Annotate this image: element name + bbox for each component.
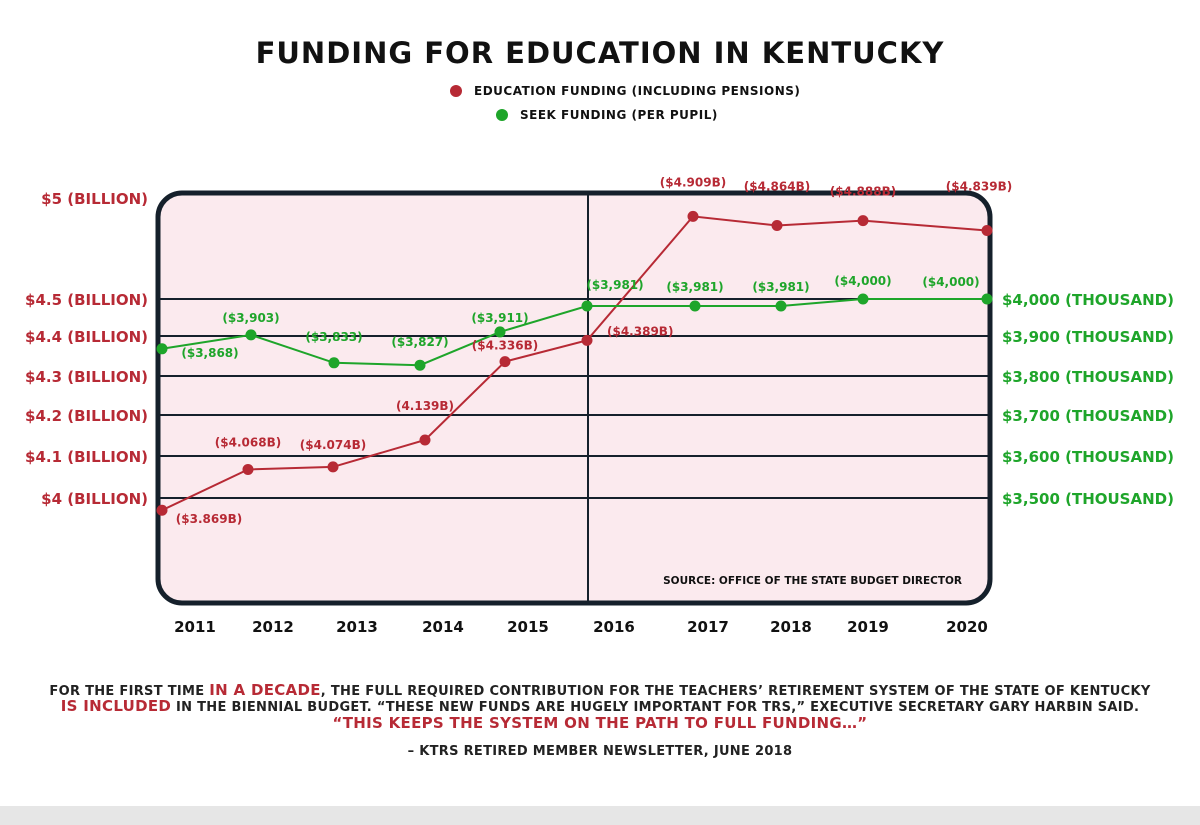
series-labels: ($3.869B) ($4.068B) ($4.074B) (4.139B) ($4.3…	[176, 175, 1012, 526]
chart-title: FUNDING FOR EDUCATION IN KENTUCKY	[255, 36, 945, 70]
left-axis-tick-label: $5 (BILLION)	[41, 190, 148, 208]
x-axis-tick-label: 2017	[687, 618, 729, 636]
series-lines	[161, 215, 988, 512]
x-axis-tick-label: 2019	[847, 618, 889, 636]
series-points	[156, 210, 993, 516]
seek-funding-data-label: ($3,981)	[586, 278, 643, 292]
education-funding-point	[771, 219, 783, 231]
seek-funding-data-label: ($4,000)	[922, 275, 979, 289]
left-axis-tick-label: $4.3 (BILLION)	[25, 368, 148, 386]
legend-item-education: EDUCATION FUNDING (INCLUDING PENSIONS)	[450, 84, 800, 98]
seek-funding-point	[414, 359, 426, 371]
seek-funding-data-label: ($3,981)	[752, 280, 809, 294]
seek-funding-data-label: ($3,911)	[471, 311, 528, 325]
education-funding-point	[581, 334, 593, 346]
education-funding-point	[156, 504, 168, 516]
x-axis-tick-label: 2018	[770, 618, 812, 636]
seek-funding-data-label: ($3,827)	[391, 335, 448, 349]
quote-line2-post: IN THE BIENNIAL BUDGET. “THESE NEW FUNDS…	[171, 700, 1140, 715]
right-axis-tick-label: $4,000 (THOUSAND)	[1002, 291, 1174, 309]
right-axis-tick-label: $3,600 (THOUSAND)	[1002, 448, 1174, 466]
seek-funding-point	[245, 329, 257, 341]
seek-funding-data-label: ($3,868)	[181, 346, 238, 360]
quote-line1-accent: IN A DECADE	[209, 681, 321, 699]
education-funding-point	[981, 225, 993, 237]
left-axis-tick-label: $4.1 (BILLION)	[25, 448, 148, 466]
legend-green-dot-icon	[496, 109, 508, 121]
education-funding-data-label: ($4.336B)	[472, 339, 538, 353]
legend-label-seek: SEEK FUNDING (PER PUPIL)	[520, 108, 718, 122]
education-funding-data-label: ($4.839B)	[946, 180, 1012, 194]
quote-line1-pre: FOR THE FIRST TIME	[49, 684, 210, 699]
seek-funding-point	[775, 300, 787, 312]
left-axis-tick-label: $4 (BILLION)	[41, 490, 148, 508]
x-axis-tick-label: 2015	[507, 618, 549, 636]
seek-funding-data-label: ($4,000)	[834, 274, 891, 288]
plot-frame	[155, 190, 993, 606]
education-funding-data-label: ($4.909B)	[660, 175, 726, 189]
education-funding-point	[327, 461, 339, 473]
education-funding-point	[857, 215, 869, 227]
x-axis-tick-label: 2013	[336, 618, 378, 636]
quote-line-2: IS INCLUDED IN THE BIENNIAL BUDGET. “THE…	[0, 697, 1200, 715]
seek-funding-point	[689, 300, 701, 312]
seek-funding-point	[857, 293, 869, 305]
right-axis-tick-label: $3,700 (THOUSAND)	[1002, 407, 1174, 425]
left-axis-ticks: $5 (BILLION) $4.5 (BILLION) $4.4 (BILLION)…	[25, 190, 148, 508]
education-funding-point	[419, 434, 431, 446]
seek-funding-data-label: ($3,981)	[666, 280, 723, 294]
seek-funding-point	[328, 357, 340, 369]
seek-funding-data-label: ($3,833)	[305, 330, 362, 344]
education-funding-data-label: ($4.389B)	[607, 324, 673, 338]
seek-funding-point	[494, 326, 506, 338]
quote-line1-post: , THE FULL REQUIRED CONTRIBUTION FOR THE…	[320, 684, 1151, 699]
legend-label-education: EDUCATION FUNDING (INCLUDING PENSIONS)	[474, 84, 801, 98]
left-axis-tick-label: $4.5 (BILLION)	[25, 291, 148, 309]
education-funding-point	[499, 356, 511, 368]
right-axis-tick-label: $3,800 (THOUSAND)	[1002, 368, 1174, 386]
legend-red-dot-icon	[450, 85, 462, 97]
left-axis-tick-label: $4.2 (BILLION)	[25, 407, 148, 425]
x-axis-tick-label: 2012	[252, 618, 294, 636]
footer-bar	[0, 806, 1200, 825]
education-funding-line	[161, 215, 988, 512]
quote-attribution: – KTRS RETIRED MEMBER NEWSLETTER, JUNE 2…	[407, 744, 793, 759]
seek-funding-point	[981, 293, 993, 305]
seek-funding-point	[156, 343, 168, 355]
education-funding-data-label: ($3.869B)	[176, 512, 242, 526]
seek-funding-data-label: ($3,903)	[222, 311, 279, 325]
x-axis-tick-label: 2016	[593, 618, 635, 636]
education-funding-point	[687, 210, 699, 222]
legend-item-seek: SEEK FUNDING (PER PUPIL)	[496, 108, 718, 122]
quote-line-1: FOR THE FIRST TIME IN A DECADE, THE FULL…	[0, 681, 1200, 699]
quote-line-3: “THIS KEEPS THE SYSTEM ON THE PATH TO FU…	[332, 714, 868, 732]
x-axis-tick-label: 2014	[422, 618, 464, 636]
seek-funding-point	[581, 300, 593, 312]
left-axis-tick-label: $4.4 (BILLION)	[25, 328, 148, 346]
education-funding-data-label: ($4.068B)	[215, 435, 281, 449]
x-axis-ticks: 2011 2012 2013 2014 2015 2016 2017 2018 2019 2020	[174, 618, 988, 636]
chart-area: $5 (BILLION) $4.5 (BILLION) $4.4 (BILLION)…	[25, 175, 1174, 636]
education-funding-data-label: ($4.074B)	[300, 438, 366, 452]
education-funding-data-label: (4.139B)	[396, 399, 454, 413]
quote-line2-accent: IS INCLUDED	[60, 697, 172, 715]
gridlines	[160, 298, 988, 499]
right-axis-tick-label: $3,900 (THOUSAND)	[1002, 328, 1174, 346]
source-note: SOURCE: OFFICE OF THE STATE BUDGET DIREC…	[663, 575, 962, 587]
education-funding-data-label: ($4.864B)	[744, 179, 810, 193]
seek-funding-line	[161, 298, 987, 367]
right-axis-ticks: $4,000 (THOUSAND) $3,900 (THOUSAND) $3,800…	[1002, 291, 1174, 508]
right-axis-tick-label: $3,500 (THOUSAND)	[1002, 490, 1174, 508]
x-axis-tick-label: 2020	[946, 618, 988, 636]
education-funding-data-label: ($4.888B)	[830, 185, 896, 199]
x-axis-tick-label: 2011	[174, 618, 216, 636]
education-funding-point	[242, 463, 254, 475]
